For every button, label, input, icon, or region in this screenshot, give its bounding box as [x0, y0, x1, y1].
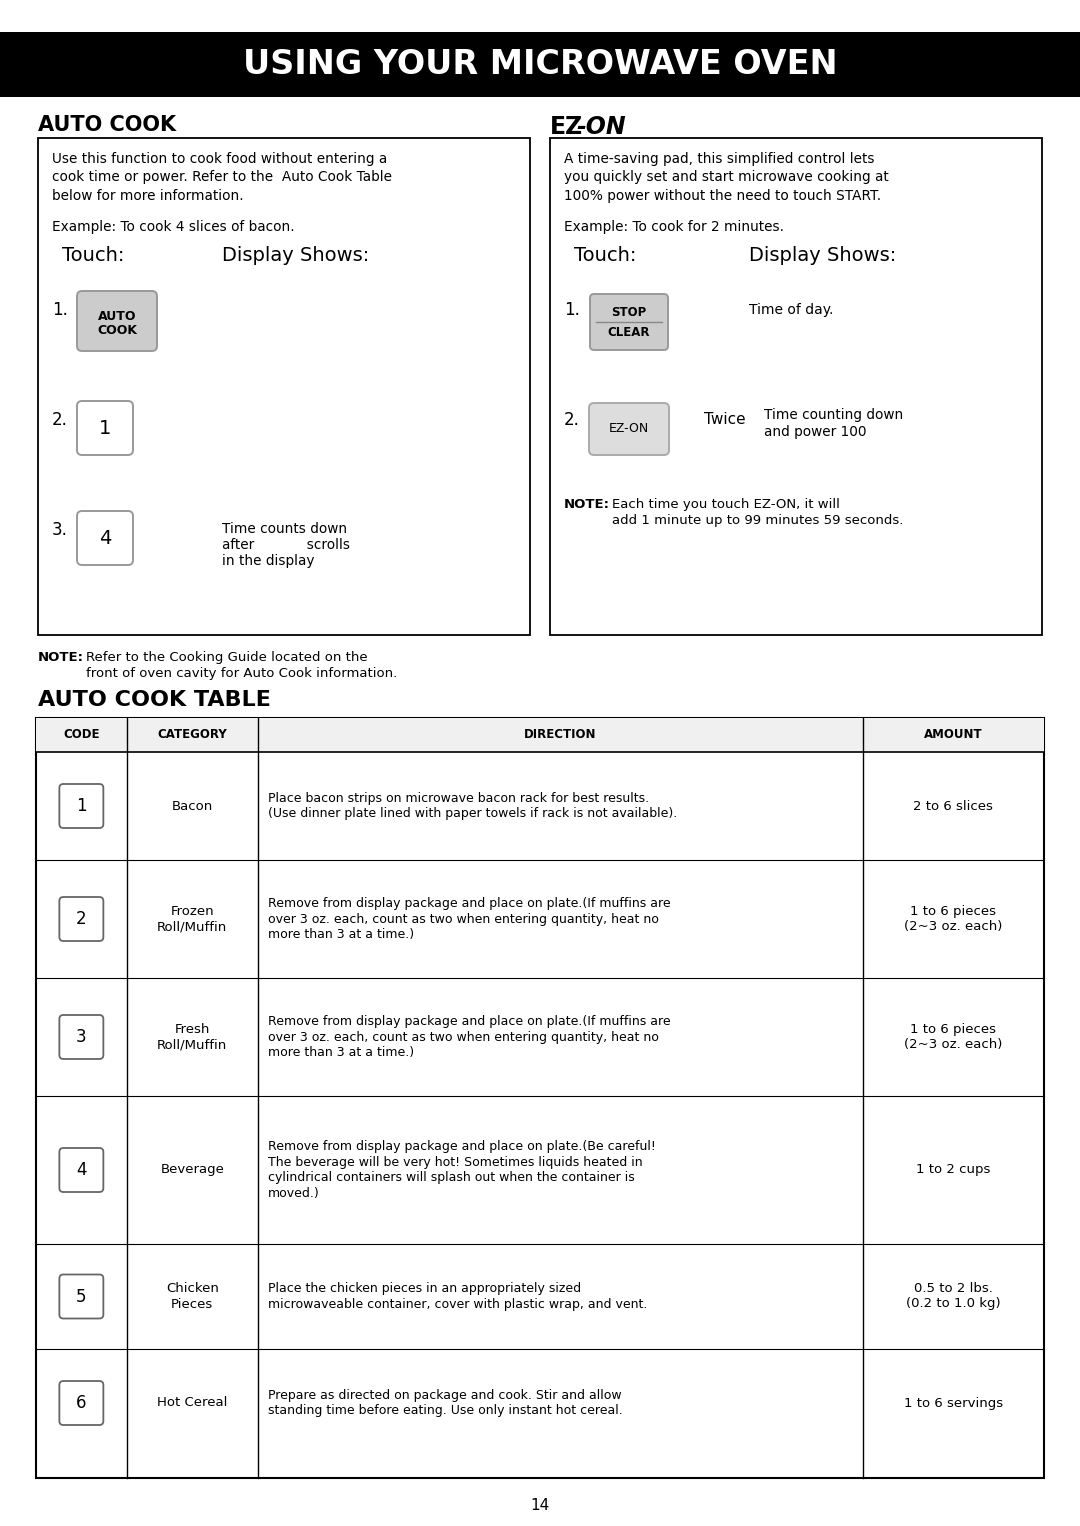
- Text: 1: 1: [98, 418, 111, 438]
- Text: in the display: in the display: [222, 554, 314, 568]
- Bar: [36, 719, 1044, 1479]
- Bar: [0, 32, 1080, 98]
- Text: CLEAR: CLEAR: [608, 325, 650, 339]
- Text: and power 100: and power 100: [764, 426, 866, 439]
- Text: Time counts down: Time counts down: [222, 522, 347, 536]
- FancyBboxPatch shape: [59, 1381, 104, 1425]
- Text: Touch:: Touch:: [573, 246, 636, 266]
- Text: 4: 4: [76, 1161, 86, 1180]
- Text: NOTE:: NOTE:: [38, 652, 84, 664]
- Text: add 1 minute up to 99 minutes 59 seconds.: add 1 minute up to 99 minutes 59 seconds…: [612, 514, 903, 526]
- Text: more than 3 at a time.): more than 3 at a time.): [268, 928, 414, 942]
- Text: Touch:: Touch:: [62, 246, 124, 266]
- Text: 1.: 1.: [52, 301, 68, 319]
- Text: moved.): moved.): [268, 1187, 320, 1199]
- Text: AUTO: AUTO: [98, 310, 136, 322]
- Text: 14: 14: [530, 1497, 550, 1512]
- Text: standing time before eating. Use only instant hot cereal.: standing time before eating. Use only in…: [268, 1404, 622, 1418]
- Text: 2.: 2.: [52, 410, 68, 429]
- Text: 1: 1: [76, 797, 86, 815]
- Text: STOP: STOP: [611, 305, 647, 319]
- Text: AUTO COOK: AUTO COOK: [38, 114, 176, 134]
- FancyBboxPatch shape: [77, 401, 133, 455]
- Text: Example: To cook for 2 minutes.: Example: To cook for 2 minutes.: [564, 220, 784, 233]
- FancyBboxPatch shape: [589, 403, 669, 455]
- Text: DIRECTION: DIRECTION: [524, 728, 596, 742]
- Text: Frozen
Roll/Muffin: Frozen Roll/Muffin: [157, 905, 228, 932]
- Text: The beverage will be very hot! Sometimes liquids heated in: The beverage will be very hot! Sometimes…: [268, 1155, 643, 1169]
- Text: EZ-ON: EZ-ON: [609, 423, 649, 435]
- Text: Example: To cook 4 slices of bacon.: Example: To cook 4 slices of bacon.: [52, 220, 295, 233]
- Text: 1 to 2 cups: 1 to 2 cups: [916, 1163, 990, 1177]
- Text: Remove from display package and place on plate.(If muffins are: Remove from display package and place on…: [268, 897, 671, 909]
- Text: Twice: Twice: [704, 412, 745, 427]
- Text: NOTE:: NOTE:: [564, 497, 610, 511]
- Text: Remove from display package and place on plate.(If muffins are: Remove from display package and place on…: [268, 1015, 671, 1029]
- Text: 2: 2: [76, 909, 86, 928]
- Text: front of oven cavity for Auto Cook information.: front of oven cavity for Auto Cook infor…: [86, 667, 397, 681]
- Bar: [36, 719, 1044, 752]
- Bar: [38, 137, 530, 635]
- Text: AUTO COOK TABLE: AUTO COOK TABLE: [38, 690, 271, 710]
- Text: -ON: -ON: [576, 114, 625, 139]
- Text: CATEGORY: CATEGORY: [158, 728, 227, 742]
- Text: 3: 3: [76, 1029, 86, 1045]
- Text: Refer to the Cooking Guide located on the: Refer to the Cooking Guide located on th…: [86, 652, 367, 664]
- Text: 5: 5: [76, 1288, 86, 1306]
- Text: USING YOUR MICROWAVE OVEN: USING YOUR MICROWAVE OVEN: [243, 47, 837, 81]
- Text: Time counting down: Time counting down: [764, 407, 903, 423]
- Text: COOK: COOK: [97, 324, 137, 337]
- FancyBboxPatch shape: [77, 511, 133, 565]
- Text: 2 to 6 slices: 2 to 6 slices: [914, 800, 994, 812]
- Text: Fresh
Roll/Muffin: Fresh Roll/Muffin: [157, 1022, 228, 1051]
- Text: 1 to 6 pieces
(2~3 oz. each): 1 to 6 pieces (2~3 oz. each): [904, 1022, 1002, 1051]
- FancyBboxPatch shape: [77, 291, 157, 351]
- Text: Each time you touch EZ-ON, it will: Each time you touch EZ-ON, it will: [612, 497, 840, 511]
- Text: over 3 oz. each, count as two when entering quantity, heat no: over 3 oz. each, count as two when enter…: [268, 913, 659, 925]
- Text: 6: 6: [76, 1393, 86, 1412]
- Text: CODE: CODE: [63, 728, 99, 742]
- Text: 4: 4: [98, 528, 111, 548]
- Text: Remove from display package and place on plate.(Be careful!: Remove from display package and place on…: [268, 1140, 656, 1154]
- Text: 2.: 2.: [564, 410, 580, 429]
- Text: cylindrical containers will splash out when the container is: cylindrical containers will splash out w…: [268, 1172, 635, 1184]
- Text: 0.5 to 2 lbs.
(0.2 to 1.0 kg): 0.5 to 2 lbs. (0.2 to 1.0 kg): [906, 1282, 1000, 1311]
- FancyBboxPatch shape: [59, 1274, 104, 1318]
- Text: microwaveable container, cover with plastic wrap, and vent.: microwaveable container, cover with plas…: [268, 1297, 647, 1311]
- Text: Time of day.: Time of day.: [750, 304, 834, 317]
- Text: 3.: 3.: [52, 520, 68, 539]
- FancyBboxPatch shape: [59, 897, 104, 942]
- FancyBboxPatch shape: [59, 1148, 104, 1192]
- Text: Place the chicken pieces in an appropriately sized: Place the chicken pieces in an appropria…: [268, 1282, 581, 1296]
- FancyBboxPatch shape: [59, 1015, 104, 1059]
- Text: 1 to 6 pieces
(2~3 oz. each): 1 to 6 pieces (2~3 oz. each): [904, 905, 1002, 932]
- Text: EZ: EZ: [550, 114, 583, 139]
- Text: Display Shows:: Display Shows:: [222, 246, 369, 266]
- Text: Prepare as directed on package and cook. Stir and allow: Prepare as directed on package and cook.…: [268, 1389, 621, 1402]
- Text: Beverage: Beverage: [160, 1163, 225, 1177]
- Text: more than 3 at a time.): more than 3 at a time.): [268, 1045, 414, 1059]
- Text: after            scrolls: after scrolls: [222, 539, 350, 552]
- Text: Use this function to cook food without entering a
cook time or power. Refer to t: Use this function to cook food without e…: [52, 153, 392, 203]
- Text: 1.: 1.: [564, 301, 580, 319]
- Text: Place bacon strips on microwave bacon rack for best results.: Place bacon strips on microwave bacon ra…: [268, 792, 649, 804]
- Text: 1 to 6 servings: 1 to 6 servings: [904, 1396, 1003, 1410]
- Text: over 3 oz. each, count as two when entering quantity, heat no: over 3 oz. each, count as two when enter…: [268, 1030, 659, 1044]
- Text: Hot Cereal: Hot Cereal: [157, 1396, 228, 1410]
- Text: Display Shows:: Display Shows:: [750, 246, 896, 266]
- FancyBboxPatch shape: [590, 295, 669, 349]
- Text: AMOUNT: AMOUNT: [924, 728, 983, 742]
- Text: (Use dinner plate lined with paper towels if rack is not available).: (Use dinner plate lined with paper towel…: [268, 807, 677, 821]
- Bar: [550, 137, 1042, 635]
- Text: Chicken
Pieces: Chicken Pieces: [166, 1282, 218, 1311]
- Text: A time-saving pad, this simplified control lets
you quickly set and start microw: A time-saving pad, this simplified contr…: [564, 153, 889, 203]
- Text: Bacon: Bacon: [172, 800, 213, 812]
- FancyBboxPatch shape: [59, 784, 104, 829]
